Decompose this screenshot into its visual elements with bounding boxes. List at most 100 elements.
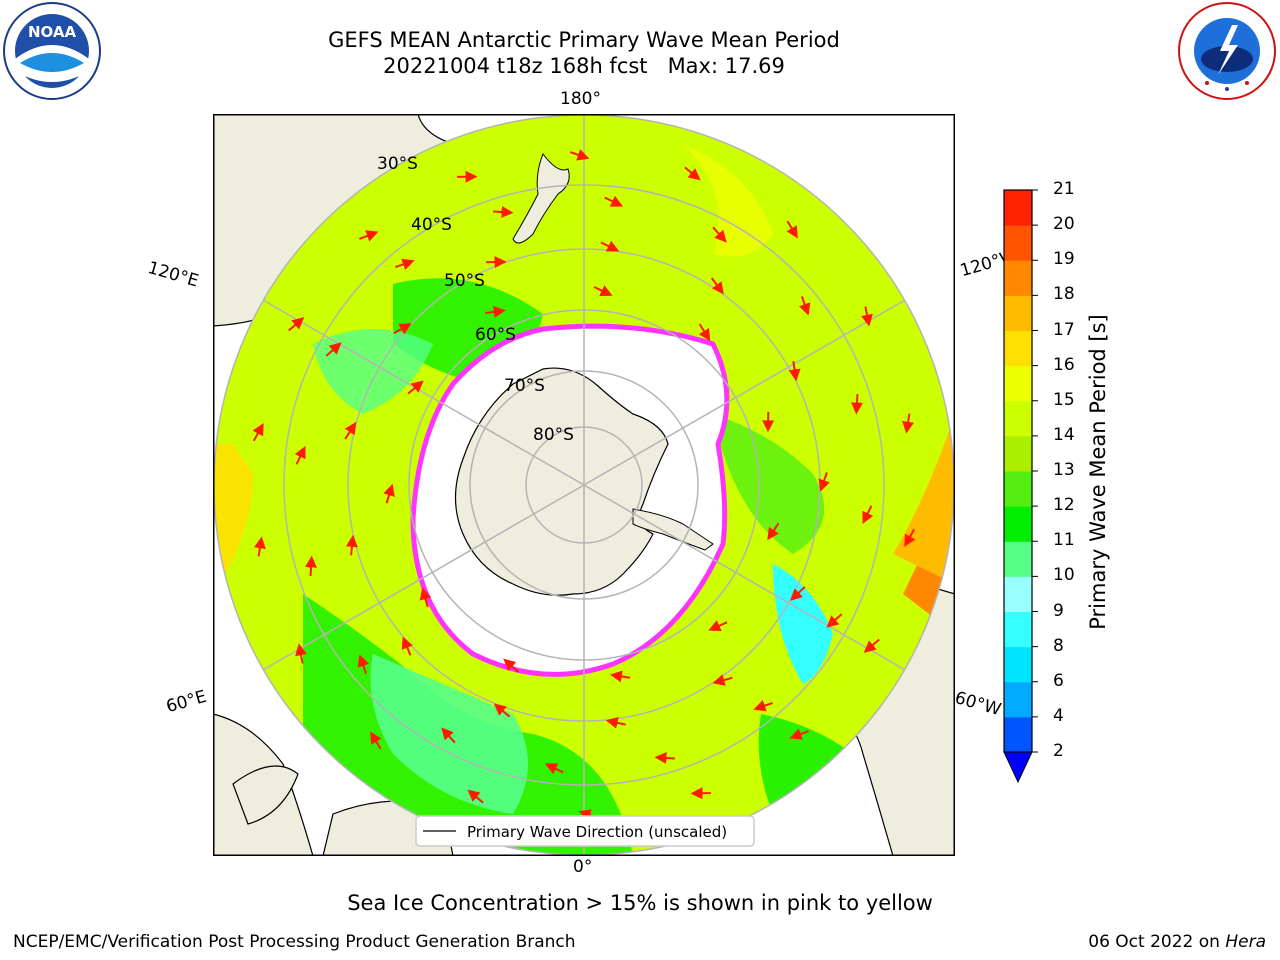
colorbar-swatch — [1004, 435, 1032, 472]
colorbar-tick-label: 16 — [1053, 354, 1075, 375]
colorbar-tick-label: 4 — [1053, 705, 1064, 726]
title-line-1: GEFS MEAN Antarctic Primary Wave Mean Pe… — [328, 28, 840, 52]
wave-direction-arrow — [253, 536, 266, 557]
wave-direction-arrow — [305, 555, 318, 576]
colorbar-tick-label: 2 — [1053, 741, 1064, 761]
wave-direction-arrow — [394, 258, 415, 271]
wave-direction-arrow — [359, 230, 379, 242]
wave-direction-arrow — [902, 413, 915, 434]
lat-label-70s: 70°S — [504, 376, 545, 396]
lat-label-50s: 50°S — [444, 271, 485, 291]
colorbar-tick-label: 20 — [1053, 214, 1075, 235]
colorbar-tick-label: 15 — [1053, 389, 1075, 410]
wave-direction-arrow — [786, 220, 798, 239]
colorbar-tick-label: 21 — [1053, 179, 1075, 199]
antarctic-peninsula — [632, 508, 714, 551]
wave-direction-arrow — [407, 380, 424, 395]
wave-direction-arrow — [288, 317, 305, 332]
wave-direction-arrow — [401, 636, 413, 656]
wave-direction-arrow — [441, 727, 456, 744]
wave-direction-arrow — [383, 483, 395, 504]
colorbar-tick-label: 9 — [1053, 600, 1064, 621]
wave-direction-arrow — [798, 295, 811, 316]
colorbar-tick-label: 17 — [1053, 319, 1075, 340]
colorbar-tick-label: 6 — [1053, 670, 1064, 691]
colorbar-swatch — [1004, 400, 1032, 437]
wave-direction-arrow — [493, 206, 514, 219]
wave-direction-arrow — [345, 534, 358, 556]
noaa-logo: NOAA — [2, 1, 102, 101]
wave-direction-arrow — [467, 789, 484, 804]
lon-label-180: 180° — [560, 89, 601, 109]
wave-direction-arrow — [252, 423, 264, 442]
title-line-2: 20221004 t18z 168h fcst Max: 17.69 — [383, 54, 785, 78]
wave-direction-arrow — [712, 226, 727, 243]
colorbar-swatch — [1004, 646, 1032, 683]
colorbar-swatch — [1004, 506, 1032, 542]
wave-direction-arrow — [789, 728, 809, 740]
colorbar-swatch — [1004, 471, 1032, 507]
wave-direction-arrow — [767, 522, 780, 541]
colorbar-swatch — [1004, 681, 1032, 718]
colorbar-swatch — [1004, 260, 1032, 296]
wave-direction-arrow — [393, 323, 412, 335]
colorbar-swatch — [1004, 611, 1032, 648]
wave-direction-arrow — [818, 472, 830, 492]
wave-direction-arrow — [788, 360, 801, 382]
colorbar — [1000, 186, 1050, 786]
colorbar-tick-label: 10 — [1053, 565, 1075, 586]
wave-direction-arrow — [712, 674, 733, 686]
colorbar-tick-label: 12 — [1053, 495, 1075, 516]
colorbar-swatch — [1004, 576, 1032, 612]
wave-direction-arrow — [605, 716, 626, 729]
wave-direction-arrow — [294, 445, 306, 465]
lat-label-80s: 80°S — [533, 425, 574, 445]
colorbar-tick-label: 8 — [1053, 635, 1064, 656]
footer-machine: Hera — [1225, 932, 1266, 952]
colorbar-tick-label: 14 — [1053, 424, 1075, 445]
lon-label-60w: 60°W — [952, 688, 1004, 721]
wave-direction-arrow — [753, 699, 774, 712]
wave-direction-arrow — [344, 421, 357, 440]
sea-ice-note: Sea Ice Concentration > 15% is shown in … — [347, 891, 933, 915]
wave-direction-arrow — [325, 342, 342, 357]
wave-direction-arrow — [861, 306, 873, 327]
footer-credit: NCEP/EMC/Verification Post Processing Pr… — [13, 932, 576, 952]
wave-direction-arrow — [684, 166, 701, 181]
wave-direction-arrow — [863, 638, 880, 653]
antarctica — [454, 367, 669, 596]
lon-label-60e: 60°E — [164, 686, 209, 718]
new-zealand — [512, 152, 570, 244]
wave-direction-arrow — [544, 763, 564, 775]
noaa-logo-text: NOAA — [28, 23, 77, 41]
wave-direction-arrow — [826, 613, 843, 628]
colorbar-swatch — [1004, 295, 1032, 331]
colorbar-tick-label: 11 — [1053, 530, 1075, 551]
colorbar-tick-label: 13 — [1053, 460, 1075, 480]
wave-direction-arrow — [708, 620, 728, 632]
colorbar-swatch — [1004, 365, 1032, 402]
colorbar-swatch — [1004, 225, 1032, 261]
wave-direction-arrow — [862, 505, 874, 525]
colorbar-under-triangle — [1003, 751, 1033, 784]
map-frame — [213, 114, 955, 856]
wave-direction-arrow — [569, 149, 590, 161]
wave-direction-arrow — [609, 670, 631, 683]
wave-direction-arrow — [357, 654, 370, 675]
wave-direction-arrow — [486, 256, 507, 269]
colorbar-tick-labels: 2 4 6 8 9 10 11 12 13 14 15 16 17 18 19 20 21 — [1050, 179, 1090, 786]
legend-label: Primary Wave Direction (unscaled) — [467, 823, 727, 841]
wave-direction-arrow — [710, 277, 724, 295]
colorbar-tick-label: 18 — [1053, 284, 1075, 305]
lat-label-60s: 60°S — [475, 325, 516, 345]
wave-direction-arrow — [654, 751, 675, 764]
wave-direction-arrow — [600, 240, 620, 252]
map-panel: 30°S 40°S 50°S 60°S 70°S 80°S Primary Wa… — [213, 114, 955, 856]
wave-direction-arrow — [485, 305, 506, 318]
wave-direction-arrow — [604, 195, 624, 207]
wave-direction-arrow — [850, 394, 863, 415]
colorbar-swatch — [1004, 541, 1032, 577]
lat-label-30s: 30°S — [377, 154, 418, 174]
wave-direction-arrow — [904, 528, 916, 547]
lat-label-40s: 40°S — [411, 215, 452, 235]
